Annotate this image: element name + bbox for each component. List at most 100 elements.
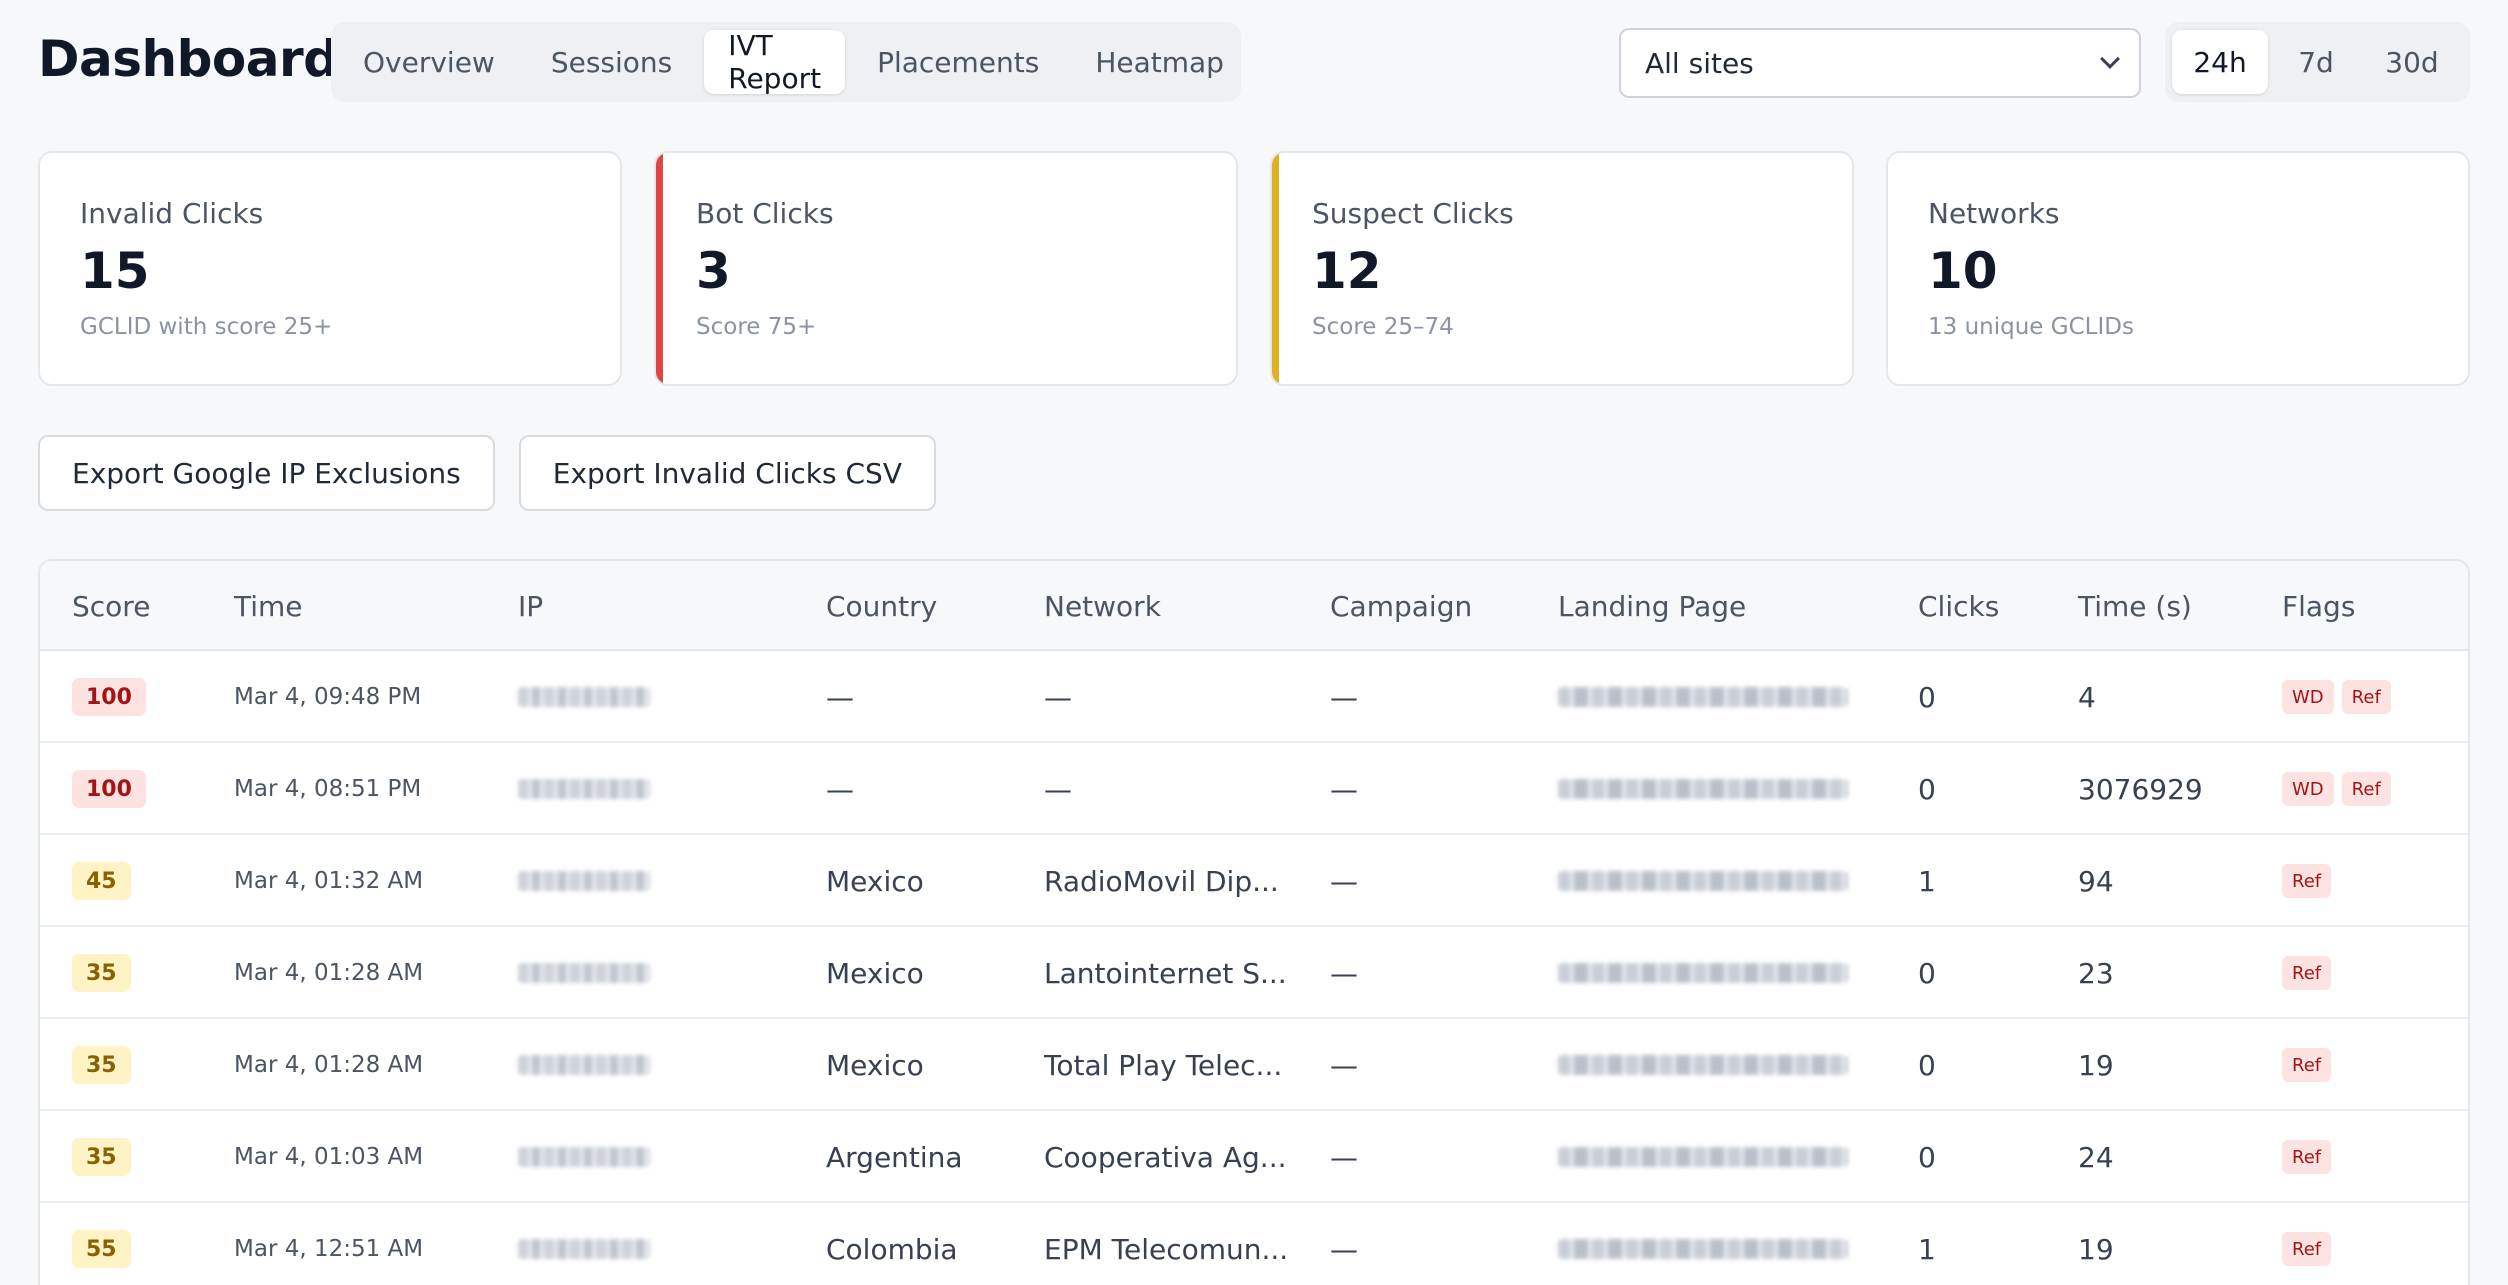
time-seconds-cell: 4 — [2078, 680, 2096, 714]
time-seconds-cell: 3076929 — [2078, 772, 2203, 806]
table-row[interactable]: 100 Mar 4, 09:48 PM — — — 0 4 WD Ref — [40, 651, 2468, 743]
tab-sessions[interactable]: Sessions — [550, 45, 673, 79]
ip-cell-redacted — [518, 743, 650, 835]
clicks-cell: 1 — [1918, 864, 1936, 898]
redacted-landing-page — [1558, 1055, 1848, 1075]
stat-card-value: 12 — [1312, 242, 1382, 300]
nav-tabs: Overview Sessions IVT Report Placements … — [331, 22, 1241, 102]
score-cell: 35 — [72, 1019, 131, 1111]
col-network-header[interactable]: Network — [1044, 589, 1161, 623]
col-time-seconds-header[interactable]: Time (s) — [2078, 589, 2192, 623]
time-range-toggle: 24h 7d 30d — [2165, 22, 2470, 102]
col-flags-header[interactable]: Flags — [2282, 589, 2356, 623]
country-cell: — — [826, 772, 854, 806]
time-cell: Mar 4, 08:51 PM — [234, 776, 422, 802]
redacted-ip — [518, 687, 650, 707]
ip-cell-redacted — [518, 835, 650, 927]
flag-badge: Ref — [2282, 1232, 2332, 1266]
site-select-value: All sites — [1645, 46, 1754, 80]
flags-cell: Ref — [2282, 1111, 2339, 1203]
flags-cell: WD Ref — [2282, 651, 2399, 743]
time-cell: Mar 4, 01:03 AM — [234, 1144, 424, 1170]
page-title: Dashboard — [38, 30, 339, 88]
network-cell: Lantointernet S... — [1044, 956, 1287, 990]
header: Dashboard Overview Sessions IVT Report P… — [0, 0, 2508, 130]
col-campaign-header[interactable]: Campaign — [1330, 589, 1473, 623]
table-row[interactable]: 100 Mar 4, 08:51 PM — — — 0 3076929 WD Ref — [40, 743, 2468, 835]
score-cell: 100 — [72, 651, 146, 743]
flag-badge: WD — [2282, 680, 2334, 714]
redacted-landing-page — [1558, 1239, 1848, 1259]
export-invalid-clicks-csv-button[interactable]: Export Invalid Clicks CSV — [518, 435, 936, 511]
table-row[interactable]: 55 Mar 4, 12:51 AM Colombia EPM Telecomun..… — [40, 1203, 2468, 1285]
clicks-cell: 0 — [1918, 1048, 1936, 1082]
range-24h-button[interactable]: 24h — [2172, 30, 2268, 94]
stat-card: Invalid Clicks 15 GCLID with score 25+ — [38, 151, 622, 386]
redacted-ip — [518, 1239, 650, 1259]
score-cell: 100 — [72, 743, 146, 835]
score-cell: 35 — [72, 1111, 131, 1203]
time-seconds-cell: 23 — [2078, 956, 2114, 990]
score-badge: 45 — [72, 862, 131, 900]
score-badge: 100 — [72, 678, 146, 716]
ip-cell-redacted — [518, 1019, 650, 1111]
tab-placements[interactable]: Placements — [877, 45, 1040, 79]
table-body: 100 Mar 4, 09:48 PM — — —0 4 WD Ref 100 Mar 4, 08… — [40, 651, 2468, 1285]
tab-overview[interactable]: Overview — [363, 45, 495, 79]
stat-card-subtitle: GCLID with score 25+ — [80, 314, 333, 340]
tab-heatmap[interactable]: Heatmap — [1095, 45, 1224, 79]
col-time-header[interactable]: Time — [234, 589, 303, 623]
export-google-ip-exclusions-button[interactable]: Export Google IP Exclusions — [38, 435, 495, 511]
flags-cell: Ref — [2282, 927, 2339, 1019]
clicks-cell: 0 — [1918, 1140, 1936, 1174]
time-cell: Mar 4, 01:32 AM — [234, 868, 424, 894]
range-7d-button[interactable]: 7d — [2298, 45, 2334, 79]
table-row[interactable]: 35 Mar 4, 01:28 AM Mexico Total Play Telec.… — [40, 1019, 2468, 1111]
network-cell: Cooperativa Ag... — [1044, 1140, 1287, 1174]
table-row[interactable]: 35 Mar 4, 01:03 AM Argentina Cooperativa Ag… — [40, 1111, 2468, 1203]
ip-cell-redacted — [518, 1203, 650, 1285]
score-cell: 55 — [72, 1203, 131, 1285]
network-cell: Total Play Telec... — [1044, 1048, 1283, 1082]
col-ip-header[interactable]: IP — [518, 589, 544, 623]
flag-badge: Ref — [2282, 864, 2332, 898]
score-badge: 55 — [72, 1230, 131, 1268]
landing-page-cell-redacted — [1558, 1111, 1848, 1203]
landing-page-cell-redacted — [1558, 743, 1848, 835]
stat-card-value: 15 — [80, 242, 150, 300]
time-seconds-cell: 94 — [2078, 864, 2114, 898]
time-seconds-cell: 24 — [2078, 1140, 2114, 1174]
score-badge: 35 — [72, 954, 131, 992]
ip-cell-redacted — [518, 1111, 650, 1203]
campaign-cell: — — [1330, 1048, 1358, 1082]
country-cell: Mexico — [826, 864, 924, 898]
col-score-header[interactable]: Score — [72, 589, 151, 623]
ip-cell-redacted — [518, 651, 650, 743]
col-clicks-header[interactable]: Clicks — [1918, 589, 2000, 623]
time-cell: Mar 4, 01:28 AM — [234, 1052, 424, 1078]
flag-badge: Ref — [2341, 772, 2391, 806]
redacted-landing-page — [1558, 779, 1848, 799]
redacted-ip — [518, 871, 650, 891]
score-badge: 35 — [72, 1138, 131, 1176]
export-actions: Export Google IP Exclusions Export Inval… — [38, 435, 936, 511]
col-country-header[interactable]: Country — [826, 589, 938, 623]
redacted-ip — [518, 779, 650, 799]
redacted-landing-page — [1558, 1147, 1848, 1167]
score-cell: 45 — [72, 835, 131, 927]
table-row[interactable]: 35 Mar 4, 01:28 AM Mexico Lantointernet S..… — [40, 927, 2468, 1019]
tab-ivt-report[interactable]: IVT Report — [704, 29, 846, 95]
range-30d-button[interactable]: 30d — [2385, 45, 2439, 79]
col-landing-page-header[interactable]: Landing Page — [1558, 589, 1747, 623]
network-cell: — — [1044, 772, 1072, 806]
landing-page-cell-redacted — [1558, 1203, 1848, 1285]
score-cell: 35 — [72, 927, 131, 1019]
stat-card-subtitle: 13 unique GCLIDs — [1928, 314, 2134, 340]
redacted-landing-page — [1558, 963, 1848, 983]
campaign-cell: — — [1330, 1140, 1358, 1174]
table-row[interactable]: 45 Mar 4, 01:32 AM Mexico RadioMovil Dip...… — [40, 835, 2468, 927]
stat-card-subtitle: Score 75+ — [696, 314, 817, 340]
flags-cell: WD Ref — [2282, 743, 2399, 835]
landing-page-cell-redacted — [1558, 835, 1848, 927]
site-select[interactable]: All sites — [1619, 28, 2141, 98]
